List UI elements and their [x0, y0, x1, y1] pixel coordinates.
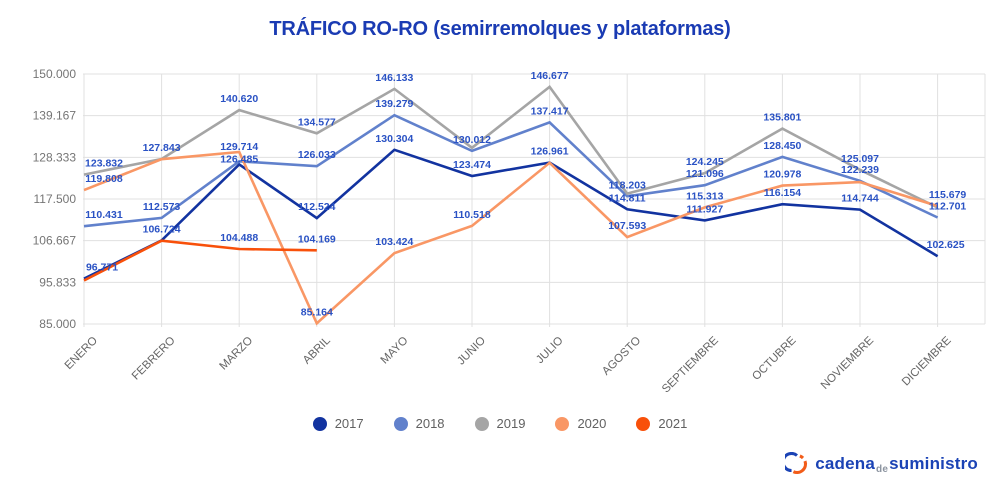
data-label-2017-11: 102.625 [927, 239, 965, 251]
brand-logo-word-de: de [876, 464, 889, 475]
data-label-2019-9: 135.801 [763, 112, 801, 124]
x-axis-month-label: AGOSTO [600, 335, 643, 378]
x-axis-month-label: JULIO [534, 335, 566, 367]
y-axis-tick-label: 117.500 [34, 192, 77, 206]
legend-dot-2017 [312, 416, 327, 431]
data-label-2017-4: 130.304 [375, 133, 413, 145]
legend-item-2021: 2021 [636, 416, 687, 431]
data-label-2018-3: 126.033 [298, 149, 336, 161]
series-line-2019 [83, 84, 939, 209]
y-axis-tick-label: 150.000 [33, 67, 77, 81]
brand-logo: cadenadesuministro [785, 452, 978, 476]
y-axis-tick-label: 95.833 [39, 275, 76, 289]
brand-logo-icon [785, 452, 808, 475]
legend-dot-2021 [636, 416, 651, 431]
legend-dot-2019 [474, 416, 489, 431]
x-axis-month-label: MAYO [379, 335, 411, 367]
y-axis-tick-label: 139.167 [33, 109, 77, 123]
legend-label-2020: 2020 [577, 416, 607, 431]
data-label-2019-3: 134.577 [298, 116, 336, 128]
data-label-2018-9: 128.450 [763, 140, 801, 152]
data-label-2018-11: 112.701 [929, 200, 967, 212]
x-axis-month-label: NOVIEMBRE [819, 334, 877, 392]
data-label-2020-2: 129.714 [220, 141, 258, 153]
data-label-2018-1: 112.573 [143, 201, 181, 213]
data-label-2018-4: 139.279 [375, 98, 413, 110]
y-axis-tick-label: 85.000 [39, 317, 76, 331]
series-line-2017 [83, 148, 939, 280]
data-label-2020-5: 110.518 [453, 209, 491, 221]
x-axis-month-label: ENERO [63, 335, 100, 372]
data-label-2019-8: 124.245 [686, 156, 724, 168]
data-label-2020-9: 120.978 [763, 169, 801, 181]
data-label-2018-10: 122.239 [841, 164, 879, 176]
data-label-2021-3: 104.169 [298, 233, 336, 245]
data-label-2017-6: 126.961 [531, 146, 569, 158]
data-label-2017-8: 111.927 [686, 203, 723, 215]
data-label-2020-3: 85.164 [301, 306, 333, 318]
data-label-2020-8: 115.313 [686, 190, 724, 202]
legend-dot-2018 [393, 416, 408, 431]
data-label-2017-9: 116.154 [764, 187, 802, 199]
x-axis-month-label: FEBRERO [130, 335, 178, 383]
data-label-2020-0: 119.808 [85, 173, 123, 185]
x-axis-month-label: ABRIL [301, 334, 333, 366]
data-label-2017-5: 123.474 [453, 159, 491, 171]
series-line-2021 [83, 239, 317, 282]
data-label-2019-4: 146.133 [375, 72, 413, 84]
data-label-2018-0: 110.431 [85, 209, 123, 221]
legend-label-2021: 2021 [658, 416, 688, 431]
data-label-2017-2: 126.485 [220, 153, 258, 165]
y-axis-tick-label: 106.667 [33, 234, 77, 248]
x-axis-month-label: OCTUBRE [750, 334, 798, 382]
x-axis-month-label: JUNIO [455, 335, 488, 368]
x-axis-month-label: MARZO [217, 335, 255, 373]
data-label-2020-7: 107.593 [608, 220, 646, 232]
legend-item-2017: 2017 [312, 416, 364, 431]
series-line-2018 [83, 113, 939, 228]
legend-item-2018: 2018 [393, 416, 445, 431]
data-label-2020-1: 127.843 [143, 142, 181, 154]
data-label-2019-6: 146.677 [531, 70, 569, 82]
legend-label-2019: 2019 [496, 416, 526, 431]
data-label-2020-4: 103.424 [375, 236, 413, 248]
series-line-2020 [83, 150, 938, 326]
x-axis-month-label: SEPTIEMBRE [660, 334, 721, 395]
data-label-2018-7: 118.203 [609, 179, 647, 191]
brand-logo-word-cadena: cadena [815, 454, 876, 473]
data-label-2019-0: 123.832 [85, 158, 123, 170]
data-label-2017-0: 96.771 [86, 262, 118, 274]
data-label-2020-11: 115.679 [929, 189, 967, 201]
y-axis-tick-label: 128.333 [33, 150, 77, 164]
data-label-2019-10: 125.097 [841, 153, 879, 165]
data-label-2017-7: 114.811 [609, 192, 646, 204]
brand-logo-text: cadenadesuministro [815, 454, 978, 475]
legend-label-2018: 2018 [415, 416, 445, 431]
data-label-2018-8: 121.096 [686, 168, 724, 180]
legend-item-2019: 2019 [474, 416, 526, 431]
chart-legend: 2017 2018 2019 2020 2021 [0, 416, 1000, 431]
x-axis-month-label: DICIEMBRE [900, 334, 954, 388]
data-label-2017-1: 106.724 [143, 223, 181, 235]
legend-item-2020: 2020 [555, 416, 606, 431]
legend-dot-2020 [555, 416, 570, 431]
data-label-2021-2: 104.488 [220, 232, 258, 244]
chart-title: TRÁFICO RO-RO (semirremolques y platafor… [269, 18, 731, 40]
data-label-2018-5: 130.012 [453, 134, 491, 146]
legend-label-2017: 2017 [334, 416, 364, 431]
brand-logo-word-suministro: suministro [889, 454, 978, 473]
data-label-2017-3: 112.524 [298, 201, 336, 213]
data-label-2019-2: 140.620 [220, 93, 258, 105]
data-label-2018-6: 137.417 [531, 105, 569, 117]
data-label-2017-10: 114.744 [841, 193, 879, 205]
line-chart: 150.000 139.167 128.333 117.500 106.667 95.83… [33, 67, 986, 396]
